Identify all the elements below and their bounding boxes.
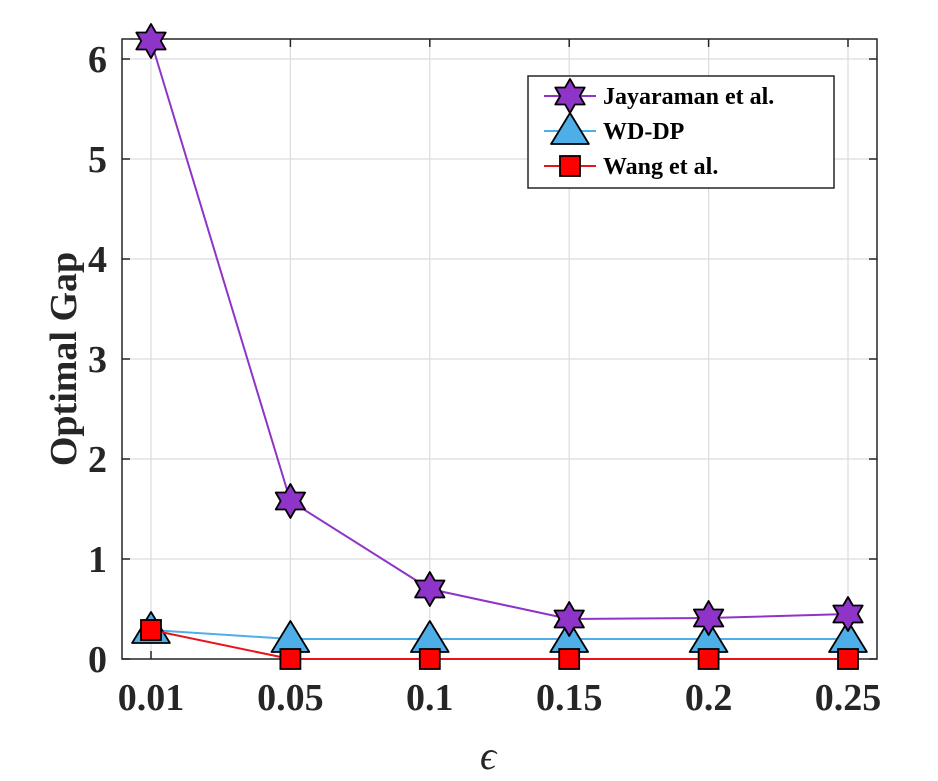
series-wang-et-al bbox=[140, 619, 859, 670]
y-tick-label: 1 bbox=[88, 539, 107, 581]
series-layer bbox=[131, 23, 868, 670]
data-point bbox=[553, 601, 585, 637]
x-tick-label: 0.05 bbox=[257, 677, 324, 719]
legend-marker bbox=[550, 112, 590, 145]
data-point bbox=[414, 571, 446, 607]
data-point bbox=[837, 648, 859, 670]
x-tick-label: 0.2 bbox=[685, 677, 733, 719]
data-point bbox=[418, 648, 441, 670]
series-line bbox=[150, 40, 849, 621]
x-tick-label: 0.25 bbox=[815, 677, 882, 719]
y-tick-label: 5 bbox=[88, 139, 107, 181]
series-line bbox=[150, 629, 848, 640]
grid bbox=[122, 39, 877, 660]
x-tick-label: 0.01 bbox=[118, 677, 185, 719]
data-point bbox=[135, 23, 167, 59]
y-tick-label: 4 bbox=[88, 239, 107, 281]
legend: Jayaraman et al. WD-DP Wang et al. bbox=[527, 75, 835, 189]
y-axis-label: Optimal Gap bbox=[43, 252, 85, 466]
y-tick-label: 3 bbox=[88, 339, 107, 381]
legend-label: WD-DP bbox=[603, 119, 684, 145]
series-jayaraman-et-al bbox=[135, 23, 864, 637]
data-point bbox=[697, 648, 720, 670]
data-point bbox=[274, 483, 307, 519]
y-tick-label: 2 bbox=[88, 439, 107, 481]
series-line bbox=[150, 629, 848, 660]
data-point bbox=[558, 648, 581, 670]
legend-label: Jayaraman et al. bbox=[603, 84, 774, 110]
data-point bbox=[140, 619, 162, 641]
y-tick-label: 6 bbox=[88, 39, 107, 81]
legend-item: Wang et al. bbox=[544, 154, 718, 180]
data-point bbox=[279, 648, 302, 670]
x-tick-label: 0.1 bbox=[406, 677, 454, 719]
data-point bbox=[832, 596, 864, 632]
y-tick-label: 0 bbox=[88, 639, 107, 681]
x-axis-label: ϵ bbox=[480, 733, 498, 778]
legend-item: WD-DP bbox=[544, 112, 684, 145]
legend-marker bbox=[559, 155, 581, 177]
x-tick-label: 0.15 bbox=[536, 677, 603, 719]
axes: 0 1 2 3 4 5 6 0.01 0.05 0.1 0.15 0.2 0.25 bbox=[88, 39, 881, 719]
legend-label: Wang et al. bbox=[603, 154, 718, 180]
legend-item: Jayaraman et al. bbox=[544, 78, 774, 114]
data-point bbox=[693, 600, 725, 636]
